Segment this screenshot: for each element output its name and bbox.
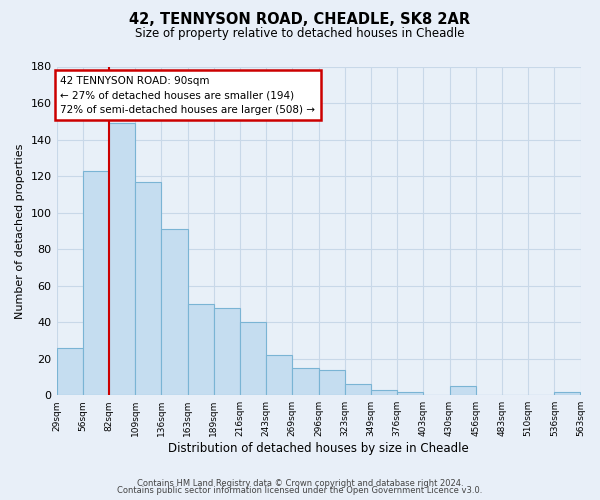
Bar [449, 386, 476, 395]
Bar [266, 355, 292, 395]
Text: Size of property relative to detached houses in Cheadle: Size of property relative to detached ho… [135, 28, 465, 40]
Bar [135, 182, 161, 395]
Bar [161, 229, 188, 395]
Bar [397, 392, 424, 395]
Bar [214, 308, 240, 395]
Text: Contains HM Land Registry data © Crown copyright and database right 2024.: Contains HM Land Registry data © Crown c… [137, 478, 463, 488]
Bar [83, 170, 109, 395]
X-axis label: Distribution of detached houses by size in Cheadle: Distribution of detached houses by size … [168, 442, 469, 455]
Bar [371, 390, 397, 395]
Text: Contains public sector information licensed under the Open Government Licence v3: Contains public sector information licen… [118, 486, 482, 495]
Bar [345, 384, 371, 395]
Bar [56, 348, 83, 395]
Bar [188, 304, 214, 395]
Y-axis label: Number of detached properties: Number of detached properties [15, 143, 25, 318]
Text: 42 TENNYSON ROAD: 90sqm
← 27% of detached houses are smaller (194)
72% of semi-d: 42 TENNYSON ROAD: 90sqm ← 27% of detache… [61, 76, 316, 115]
Bar [109, 123, 135, 395]
Bar [240, 322, 266, 395]
Text: 42, TENNYSON ROAD, CHEADLE, SK8 2AR: 42, TENNYSON ROAD, CHEADLE, SK8 2AR [130, 12, 470, 28]
Bar [319, 370, 345, 395]
Bar [554, 392, 580, 395]
Bar [292, 368, 319, 395]
